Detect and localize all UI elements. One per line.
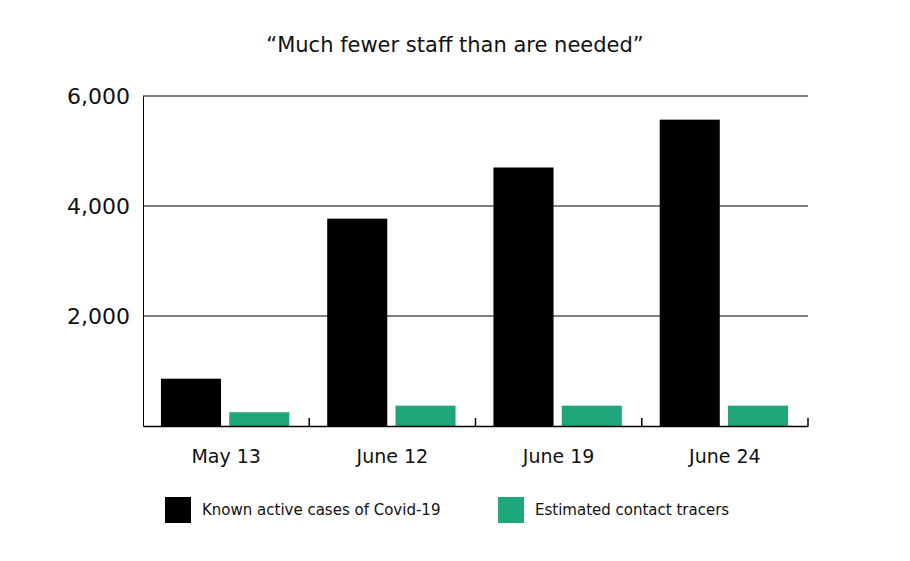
x-axis: May 13 June 12 June 19 June 24 bbox=[144, 426, 809, 467]
bar bbox=[395, 406, 455, 426]
title: “Much fewer staff than are needed” bbox=[266, 33, 643, 57]
bar bbox=[161, 379, 221, 426]
bar bbox=[229, 412, 289, 426]
legend-label: Known active cases of Covid-19 bbox=[202, 501, 440, 519]
bar bbox=[728, 406, 788, 426]
category-divider bbox=[641, 418, 643, 426]
grid-line bbox=[143, 96, 808, 97]
y-tick-label: 6,000 bbox=[67, 84, 130, 109]
legend: Known active cases of Covid-19 Estimated … bbox=[165, 497, 729, 523]
bar bbox=[562, 406, 622, 426]
chart: “Much fewer staff than are needed” 2,000 4… bbox=[0, 0, 910, 561]
x-tick: June 12 bbox=[356, 426, 429, 467]
y-tick: 2,000 bbox=[67, 304, 143, 329]
y-axis: 2,000 4,000 6,000 bbox=[67, 84, 143, 427]
x-tick-label: June 19 bbox=[522, 445, 595, 467]
category-divider bbox=[807, 418, 809, 426]
bar bbox=[493, 168, 553, 427]
y-tick-label: 2,000 bbox=[67, 304, 130, 329]
x-tick: May 13 bbox=[191, 426, 261, 467]
y-axis-line bbox=[143, 97, 144, 427]
x-tick: June 19 bbox=[522, 426, 595, 467]
y-tick-label: 4,000 bbox=[67, 194, 130, 219]
legend-swatch bbox=[498, 497, 524, 523]
y-tick: 6,000 bbox=[67, 84, 143, 109]
x-tick-label: June 24 bbox=[688, 445, 761, 467]
x-tick-label: May 13 bbox=[191, 445, 261, 467]
x-tick: June 24 bbox=[688, 426, 761, 467]
y-tick: 4,000 bbox=[67, 194, 143, 219]
bars bbox=[161, 120, 788, 426]
category-divider bbox=[309, 418, 311, 426]
x-tick-label: June 12 bbox=[356, 445, 429, 467]
category-divider bbox=[475, 418, 477, 426]
legend-label: Estimated contact tracers bbox=[535, 501, 729, 519]
bar bbox=[660, 120, 720, 426]
bar bbox=[327, 219, 387, 426]
legend-swatch bbox=[165, 497, 191, 523]
plot: 2,000 4,000 6,000 May 13 June 12 June 19 June … bbox=[67, 84, 808, 468]
